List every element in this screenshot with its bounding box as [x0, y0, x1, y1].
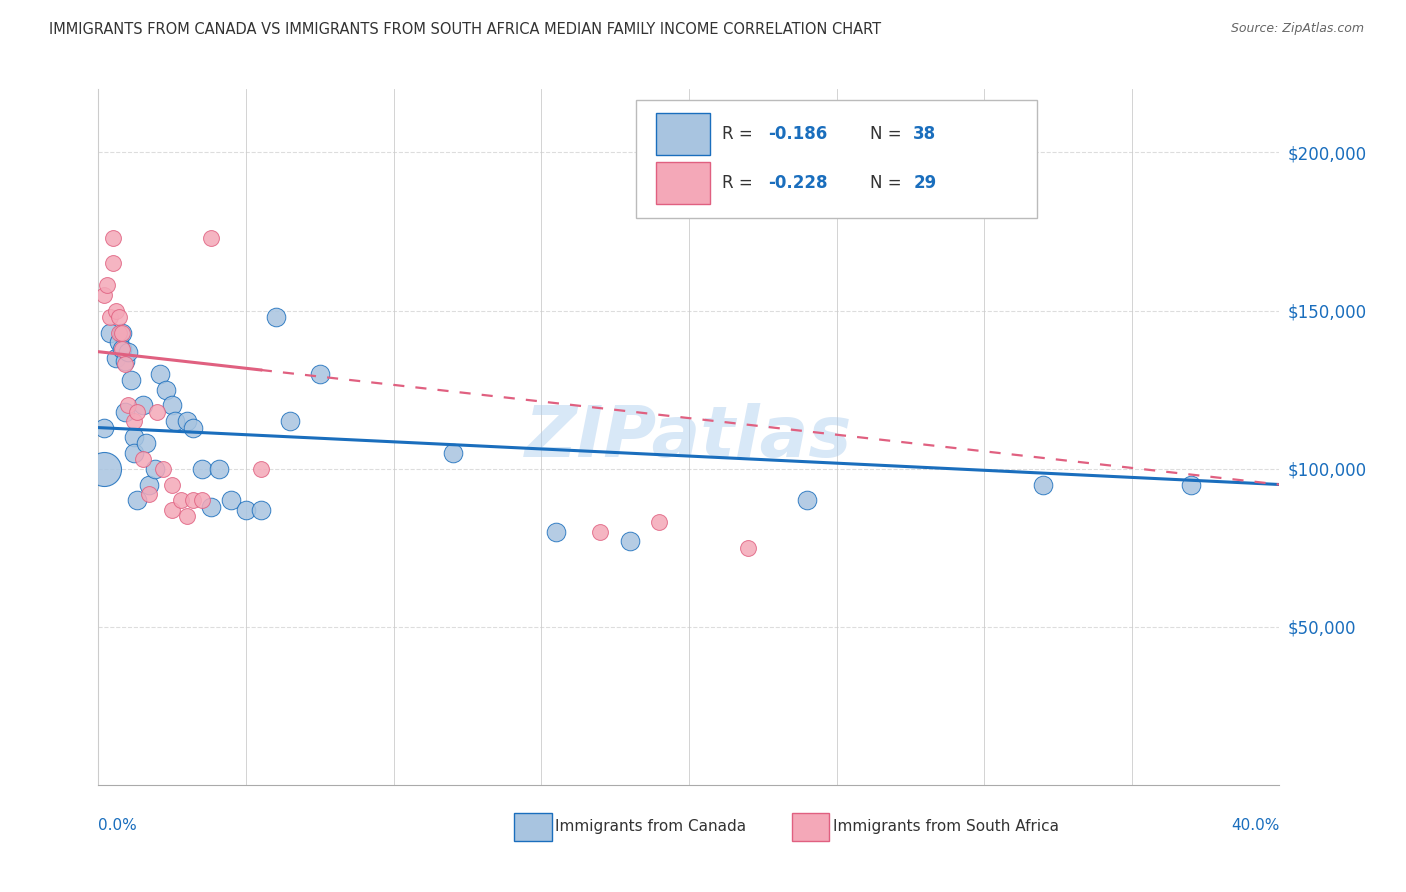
- Point: [98, 326, 121, 340]
- FancyBboxPatch shape: [636, 100, 1038, 218]
- Point: [125, 493, 148, 508]
- Point: [98, 310, 121, 324]
- Point: [264, 310, 287, 324]
- Point: [191, 493, 214, 508]
- Point: [162, 477, 183, 491]
- Point: [165, 414, 187, 428]
- Text: -0.228: -0.228: [768, 174, 828, 192]
- Point: [143, 461, 166, 475]
- Point: [117, 344, 139, 359]
- Text: 40.0%: 40.0%: [1232, 818, 1279, 833]
- Point: [122, 430, 145, 444]
- Text: 38: 38: [914, 126, 936, 144]
- Point: [117, 399, 139, 413]
- Point: [235, 503, 257, 517]
- Point: [309, 367, 332, 381]
- Point: [105, 351, 128, 365]
- FancyBboxPatch shape: [515, 813, 553, 841]
- Point: [619, 534, 641, 549]
- Point: [122, 414, 145, 428]
- Point: [96, 278, 118, 293]
- Point: [1032, 477, 1054, 491]
- Point: [176, 509, 198, 524]
- Point: [250, 461, 273, 475]
- Point: [191, 461, 214, 475]
- Point: [162, 503, 183, 517]
- Point: [138, 487, 160, 501]
- Text: 29: 29: [914, 174, 936, 192]
- Text: IMMIGRANTS FROM CANADA VS IMMIGRANTS FROM SOUTH AFRICA MEDIAN FAMILY INCOME CORR: IMMIGRANTS FROM CANADA VS IMMIGRANTS FRO…: [49, 22, 882, 37]
- Point: [1180, 477, 1202, 491]
- Point: [208, 461, 231, 475]
- Point: [648, 516, 671, 530]
- Text: Immigrants from South Africa: Immigrants from South Africa: [832, 819, 1059, 834]
- Point: [796, 493, 818, 508]
- Point: [737, 541, 759, 555]
- Point: [114, 354, 136, 368]
- Point: [111, 326, 134, 340]
- Point: [111, 342, 134, 356]
- Point: [93, 420, 115, 434]
- Point: [441, 446, 464, 460]
- Point: [221, 493, 243, 508]
- Point: [114, 357, 136, 371]
- Point: [589, 524, 612, 539]
- Point: [162, 399, 183, 413]
- Point: [132, 399, 155, 413]
- Point: [105, 303, 128, 318]
- FancyBboxPatch shape: [655, 113, 710, 155]
- Point: [176, 414, 198, 428]
- Point: [200, 500, 222, 514]
- Point: [146, 405, 169, 419]
- Text: R =: R =: [723, 174, 758, 192]
- Point: [114, 405, 136, 419]
- Point: [125, 405, 148, 419]
- Text: N =: N =: [870, 126, 907, 144]
- Point: [280, 414, 302, 428]
- Point: [138, 477, 160, 491]
- Point: [155, 383, 177, 397]
- Point: [103, 256, 125, 270]
- FancyBboxPatch shape: [655, 161, 710, 204]
- Point: [132, 452, 155, 467]
- Point: [200, 231, 222, 245]
- FancyBboxPatch shape: [792, 813, 830, 841]
- Point: [108, 310, 131, 324]
- Point: [135, 436, 157, 450]
- Point: [111, 326, 134, 340]
- Text: Source: ZipAtlas.com: Source: ZipAtlas.com: [1230, 22, 1364, 36]
- Point: [181, 420, 204, 434]
- Point: [108, 326, 131, 340]
- Point: [111, 342, 134, 356]
- Point: [250, 503, 273, 517]
- Point: [170, 493, 193, 508]
- Point: [93, 461, 115, 475]
- Point: [120, 373, 142, 387]
- Point: [149, 367, 172, 381]
- Text: 0.0%: 0.0%: [98, 818, 138, 833]
- Point: [103, 231, 125, 245]
- Text: -0.186: -0.186: [768, 126, 827, 144]
- Text: N =: N =: [870, 174, 907, 192]
- Point: [152, 461, 174, 475]
- Text: R =: R =: [723, 126, 758, 144]
- Point: [108, 335, 131, 350]
- Text: ZIPatlas: ZIPatlas: [526, 402, 852, 472]
- Point: [546, 524, 568, 539]
- Point: [93, 287, 115, 301]
- Point: [181, 493, 204, 508]
- Text: Immigrants from Canada: Immigrants from Canada: [555, 819, 747, 834]
- Point: [122, 446, 145, 460]
